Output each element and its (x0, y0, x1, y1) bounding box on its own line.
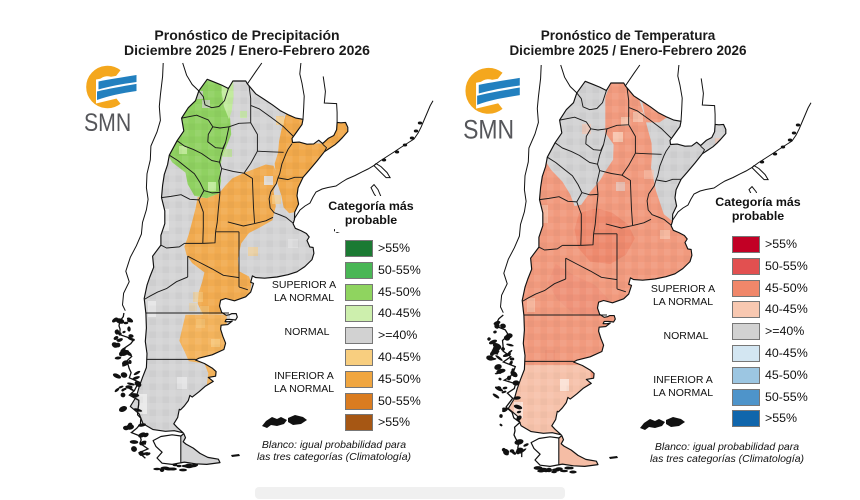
svg-text:SMN: SMN (463, 115, 514, 142)
svg-text:SMN: SMN (84, 108, 131, 134)
